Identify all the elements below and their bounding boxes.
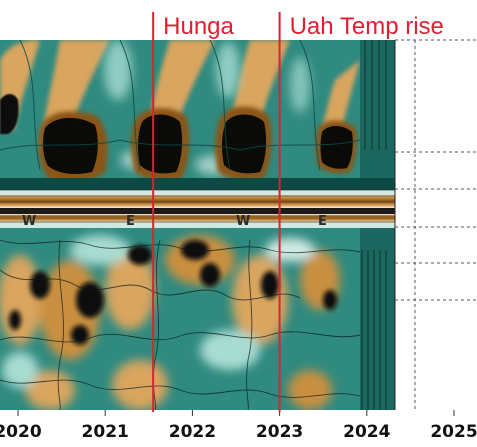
upper-region-cores <box>0 94 357 182</box>
band-main <box>0 194 395 208</box>
annotation-label: Hunga <box>163 13 234 40</box>
band-contours <box>0 189 395 223</box>
x-tick-label: 2020 <box>0 422 42 442</box>
heatmap-plot-area <box>0 40 395 410</box>
x-tick-label: 2021 <box>82 422 129 442</box>
x-tick-label: 2025 <box>430 422 477 442</box>
annotations: Hunga Uah Temp rise <box>152 12 444 412</box>
x-axis: 2020 2021 2022 2023 2024 2025 <box>0 410 477 442</box>
x-tick-label: 2024 <box>343 422 390 442</box>
band-label: E <box>318 214 327 229</box>
x-tick-label: 2022 <box>169 422 216 442</box>
right-strip-lines <box>361 40 387 410</box>
band-label: E <box>126 214 135 229</box>
lower-region-cores <box>9 240 337 345</box>
band-light-top <box>0 190 395 194</box>
band-light-bottom <box>0 222 395 228</box>
band-dark-top <box>0 178 395 190</box>
band-label: W <box>236 214 250 229</box>
upper-contours <box>0 40 361 171</box>
x-tick-label: 2023 <box>256 422 303 442</box>
lower-contours <box>0 239 361 410</box>
annotation-label: Uah Temp rise <box>290 13 444 40</box>
band-dark-core <box>0 208 395 214</box>
band-lower <box>0 214 395 222</box>
gridlines <box>395 39 477 410</box>
band-label: W <box>22 214 36 229</box>
